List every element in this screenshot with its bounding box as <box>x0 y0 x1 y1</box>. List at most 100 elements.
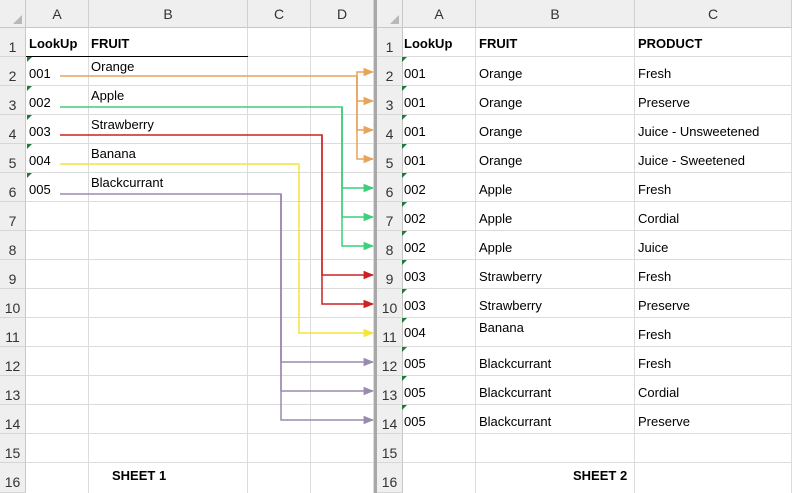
gridline-horizontal <box>403 462 792 463</box>
fruit-cell[interactable]: Orange <box>479 124 523 139</box>
row-header-14[interactable]: 14 <box>0 405 26 434</box>
row-header-14[interactable]: 14 <box>377 405 403 434</box>
header-product[interactable]: PRODUCT <box>638 36 703 51</box>
lookup-cell[interactable]: 002 <box>404 182 426 197</box>
product-cell[interactable]: Fresh <box>638 356 672 371</box>
row-header-6[interactable]: 6 <box>0 173 26 202</box>
fruit-cell[interactable]: Banana <box>479 320 524 335</box>
header-fruit[interactable]: FRUIT <box>91 36 130 51</box>
row-header-10[interactable]: 10 <box>0 289 26 318</box>
fruit-cell[interactable]: Banana <box>91 146 136 161</box>
lookup-cell[interactable]: 001 <box>404 153 426 168</box>
row-header-1[interactable]: 1 <box>0 28 26 57</box>
header-underline <box>26 56 248 57</box>
fruit-cell[interactable]: Blackcurrant <box>91 175 164 190</box>
lookup-cell[interactable]: 001 <box>404 66 426 81</box>
row-header-6[interactable]: 6 <box>377 173 403 202</box>
row-header-15[interactable]: 15 <box>0 434 26 463</box>
product-cell[interactable]: Juice - Sweetened <box>638 153 745 168</box>
fruit-cell[interactable]: Strawberry <box>91 117 154 132</box>
row-header-13[interactable]: 13 <box>0 376 26 405</box>
lookup-cell[interactable]: 001 <box>404 124 426 139</box>
header-lookup[interactable]: LookUp <box>29 36 78 51</box>
column-header-a[interactable]: A <box>26 0 89 28</box>
product-cell[interactable]: Preserve <box>638 414 691 429</box>
fruit-cell[interactable]: Blackcurrant <box>479 385 552 400</box>
fruit-cell[interactable]: Orange <box>479 153 523 168</box>
lookup-cell[interactable]: 003 <box>404 298 426 313</box>
column-header-b[interactable]: B <box>476 0 635 28</box>
row-header-8[interactable]: 8 <box>377 231 403 260</box>
fruit-cell[interactable]: Apple <box>91 88 125 103</box>
fruit-cell[interactable]: Blackcurrant <box>479 414 552 429</box>
lookup-cell[interactable]: 002 <box>404 240 426 255</box>
product-cell[interactable]: Cordial <box>638 211 680 226</box>
lookup-cell[interactable]: 005 <box>404 385 426 400</box>
lookup-cell[interactable]: 004 <box>404 325 426 340</box>
row-header-3[interactable]: 3 <box>0 86 26 115</box>
lookup-cell[interactable]: 002 <box>404 211 426 226</box>
lookup-cell[interactable]: 005 <box>29 182 51 197</box>
fruit-cell[interactable]: Strawberry <box>479 269 542 284</box>
row-header-16[interactable]: 16 <box>377 463 403 493</box>
select-all-corner[interactable] <box>377 0 403 28</box>
fruit-cell[interactable]: Orange <box>479 66 523 81</box>
product-cell[interactable]: Cordial <box>638 385 680 400</box>
product-cell[interactable]: Juice - Unsweetened <box>638 124 760 139</box>
lookup-cell[interactable]: 005 <box>404 356 426 371</box>
fruit-cell[interactable]: Apple <box>479 211 513 226</box>
fruit-cell[interactable]: Orange <box>91 59 135 74</box>
lookup-cell[interactable]: 003 <box>29 124 51 139</box>
lookup-cell[interactable]: 001 <box>29 66 51 81</box>
column-header-d[interactable]: D <box>311 0 374 28</box>
column-header-c[interactable]: C <box>248 0 311 28</box>
row-header-11[interactable]: 11 <box>377 318 403 347</box>
row-header-7[interactable]: 7 <box>377 202 403 231</box>
product-cell[interactable]: Fresh <box>638 182 672 197</box>
lookup-cell[interactable]: 004 <box>29 153 51 168</box>
row-header-5[interactable]: 5 <box>377 144 403 173</box>
row-header-11[interactable]: 11 <box>0 318 26 347</box>
pane-splitter[interactable] <box>374 0 377 493</box>
row-header-5[interactable]: 5 <box>0 144 26 173</box>
row-header-8[interactable]: 8 <box>0 231 26 260</box>
fruit-cell[interactable]: Orange <box>479 95 523 110</box>
header-lookup[interactable]: LookUp <box>404 36 453 51</box>
row-header-13[interactable]: 13 <box>377 376 403 405</box>
row-header-9[interactable]: 9 <box>0 260 26 289</box>
fruit-cell[interactable]: Apple <box>479 182 513 197</box>
column-header-c[interactable]: C <box>635 0 792 28</box>
row-header-4[interactable]: 4 <box>377 115 403 144</box>
row-header-2[interactable]: 2 <box>377 57 403 86</box>
product-cell[interactable]: Fresh <box>638 327 672 342</box>
fruit-cell[interactable]: Blackcurrant <box>479 356 552 371</box>
select-all-corner[interactable] <box>0 0 26 28</box>
column-header-b[interactable]: B <box>89 0 248 28</box>
row-header-3[interactable]: 3 <box>377 86 403 115</box>
fruit-cell[interactable]: Strawberry <box>479 298 542 313</box>
row-header-7[interactable]: 7 <box>0 202 26 231</box>
row-header-15[interactable]: 15 <box>377 434 403 463</box>
product-cell[interactable]: Fresh <box>638 269 672 284</box>
product-cell[interactable]: Preserve <box>638 95 691 110</box>
row-header-2[interactable]: 2 <box>0 57 26 86</box>
lookup-cell[interactable]: 003 <box>404 269 426 284</box>
row-header-12[interactable]: 12 <box>377 347 403 376</box>
row-header-4[interactable]: 4 <box>0 115 26 144</box>
header-fruit[interactable]: FRUIT <box>479 36 518 51</box>
product-cell[interactable]: Juice <box>638 240 669 255</box>
row-header-12[interactable]: 12 <box>0 347 26 376</box>
row-header-16[interactable]: 16 <box>0 463 26 493</box>
column-header-a[interactable]: A <box>403 0 476 28</box>
gridline-horizontal <box>403 172 792 173</box>
row-header-10[interactable]: 10 <box>377 289 403 318</box>
fruit-cell[interactable]: Apple <box>479 240 513 255</box>
row-header-9[interactable]: 9 <box>377 260 403 289</box>
lookup-cell[interactable]: 002 <box>29 95 51 110</box>
product-cell[interactable]: Preserve <box>638 298 691 313</box>
product-cell[interactable]: Fresh <box>638 66 672 81</box>
row-header-1[interactable]: 1 <box>377 28 403 57</box>
lookup-cell[interactable]: 001 <box>404 95 426 110</box>
lookup-cell[interactable]: 005 <box>404 414 426 429</box>
